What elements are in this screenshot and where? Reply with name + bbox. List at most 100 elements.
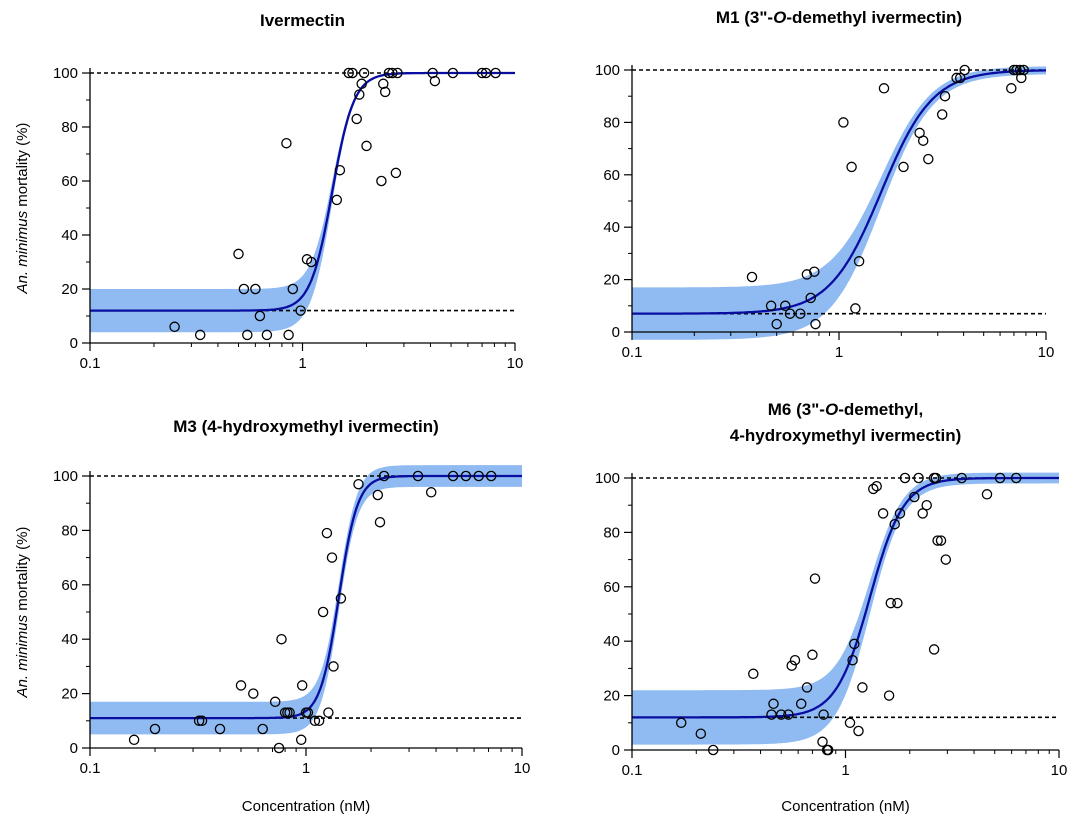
- title-part: M6 (3"-: [768, 400, 825, 419]
- data-point: [1011, 64, 1022, 76]
- data-point: [353, 478, 364, 490]
- confidence-band: [90, 465, 522, 735]
- data-point: [235, 680, 247, 691]
- x-tick-label: 10: [514, 760, 531, 777]
- y-tick-label: 100: [595, 470, 620, 487]
- data-point: [1018, 64, 1029, 76]
- data-point: [817, 736, 828, 748]
- data-point: [250, 283, 261, 295]
- data-point: [473, 470, 484, 482]
- data-point: [930, 472, 942, 484]
- data-point: [412, 470, 424, 482]
- data-point: [261, 329, 273, 341]
- data-point: [269, 696, 281, 708]
- data-point: [194, 329, 206, 341]
- y-tick-label: 80: [61, 119, 78, 136]
- chart-title: M1 (3"-O-demethyl ivermectin): [716, 8, 962, 27]
- data-point: [775, 709, 787, 720]
- y-tick-label: 80: [603, 524, 620, 541]
- chart-title: M3 (4-hydroxymethyl ivermectin): [173, 417, 438, 436]
- confidence-band: [632, 66, 1046, 340]
- data-point: [909, 491, 920, 503]
- data-point: [302, 707, 314, 718]
- data-point: [335, 593, 347, 604]
- x-axis-label: Concentration (nM): [242, 798, 370, 815]
- data-point: [214, 723, 226, 735]
- data-point: [784, 308, 796, 319]
- y-axis-label-part: mortality (%): [14, 123, 31, 211]
- y-tick-label: 100: [595, 62, 620, 79]
- x-tick-label: 0.1: [80, 355, 101, 372]
- data-point: [287, 283, 299, 295]
- y-axis-label-part: An. minimus: [14, 614, 31, 698]
- data-point: [356, 78, 367, 90]
- data-point: [283, 329, 294, 341]
- data-point: [768, 698, 779, 710]
- data-point: [238, 283, 250, 295]
- data-point: [328, 661, 339, 672]
- data-point: [786, 660, 797, 671]
- data-point: [846, 161, 857, 173]
- confidence-band: [90, 73, 515, 333]
- data-point: [765, 300, 777, 312]
- data-point: [1014, 64, 1026, 76]
- data-point: [1010, 472, 1022, 484]
- data-point: [801, 269, 813, 280]
- data-point: [427, 67, 438, 79]
- data-point: [849, 638, 860, 650]
- data-point: [284, 707, 295, 718]
- data-point: [321, 527, 333, 539]
- y-tick-label: 60: [603, 167, 620, 184]
- y-tick-label: 0: [70, 740, 78, 757]
- data-point: [899, 472, 911, 484]
- title-part: M1 (3"-: [716, 8, 773, 27]
- fitted-curve: [90, 474, 522, 720]
- data-point: [898, 161, 909, 173]
- x-tick-label: 1: [298, 355, 306, 372]
- title-part: 4-hydroxymethyl ivermectin): [730, 426, 961, 445]
- data-point: [932, 535, 943, 546]
- data-point: [425, 487, 437, 498]
- x-tick-label: 0.1: [622, 762, 643, 779]
- data-point: [936, 109, 948, 120]
- data-point: [193, 715, 205, 727]
- data-point: [921, 499, 932, 511]
- data-point: [892, 597, 903, 609]
- data-point: [868, 483, 879, 495]
- data-point: [748, 668, 759, 680]
- title-part: -demethyl,: [838, 400, 923, 419]
- data-point: [242, 329, 253, 341]
- data-point: [361, 140, 372, 152]
- data-point: [306, 256, 317, 268]
- y-axis-label-part: An. minimus: [14, 210, 31, 294]
- data-point: [889, 518, 900, 530]
- data-point: [374, 516, 386, 528]
- x-tick-label: 10: [1051, 762, 1068, 779]
- fitted-curve: [632, 476, 1059, 719]
- y-tick-label: 40: [603, 633, 620, 650]
- data-point: [675, 717, 687, 729]
- y-axis-label: An. minimus mortality (%): [14, 527, 31, 699]
- data-point: [257, 723, 268, 735]
- data-point: [326, 552, 338, 563]
- data-point: [810, 318, 821, 330]
- data-point: [954, 72, 966, 84]
- x-tick-label: 10: [1038, 344, 1055, 361]
- data-point: [390, 167, 402, 179]
- y-axis-label-part: mortality (%): [14, 527, 31, 615]
- data-point: [128, 734, 140, 746]
- chart-panel-3: 0 20 40 60 80 100 0.1 1 10 M3 (4-hydroxymethyl iv…: [14, 417, 530, 815]
- data-point: [894, 508, 906, 519]
- data-point: [387, 67, 398, 79]
- data-point: [857, 682, 868, 693]
- data-point: [460, 470, 472, 482]
- data-point: [372, 489, 384, 501]
- data-point: [917, 508, 928, 519]
- x-tick-label: 1: [841, 762, 849, 779]
- x-tick-label: 10: [507, 355, 524, 372]
- data-point: [809, 573, 821, 584]
- data-point: [447, 470, 459, 482]
- y-tick-label: 100: [53, 65, 78, 82]
- data-point: [233, 248, 244, 260]
